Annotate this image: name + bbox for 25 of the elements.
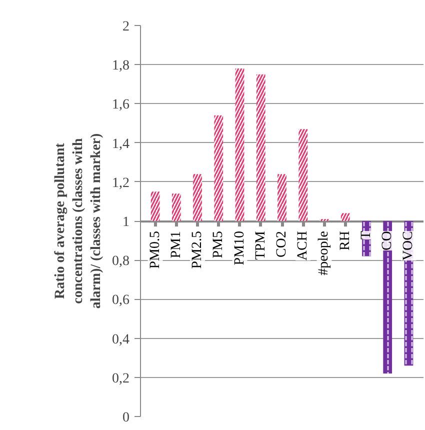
x-tick-label: PM1 <box>168 231 184 258</box>
x-tick-label: VOC <box>401 230 416 261</box>
y-tick-label: 0 <box>122 410 130 426</box>
x-tick-label: PM5 <box>211 231 226 258</box>
y-tick-label: 0,2 <box>112 371 130 386</box>
y-tick-label: 2 <box>122 20 130 34</box>
x-tick-label: PM10 <box>232 231 248 266</box>
y-axis-title: Ratio of average pollutant concentrations (classes with alarm)/ (classes with marker) <box>53 132 104 309</box>
y-tick-label: 1,8 <box>112 58 130 74</box>
y-tick-label: 0,4 <box>112 332 130 348</box>
x-tick-label: PM2.5 <box>190 231 206 269</box>
y-tick-label: 1,2 <box>112 176 130 191</box>
x-tick-label: CO <box>380 230 396 250</box>
x-tick-label: T <box>358 230 374 240</box>
y-tick-label: 1 <box>122 215 130 230</box>
y-tick-label: 1,6 <box>112 98 130 113</box>
x-tick-label: ACH <box>296 230 311 261</box>
x-tick-label: #people <box>316 230 332 276</box>
y-tick-label: 0,6 <box>112 293 130 308</box>
x-tick-label: PM0.5 <box>148 231 163 269</box>
x-tick-label: TPM <box>253 230 268 260</box>
x-tick-label: CO2 <box>274 230 290 258</box>
x-tick-label: RH <box>338 230 353 250</box>
y-tick-label: 0,8 <box>112 254 130 270</box>
y-tick-label: 1,4 <box>112 136 130 152</box>
